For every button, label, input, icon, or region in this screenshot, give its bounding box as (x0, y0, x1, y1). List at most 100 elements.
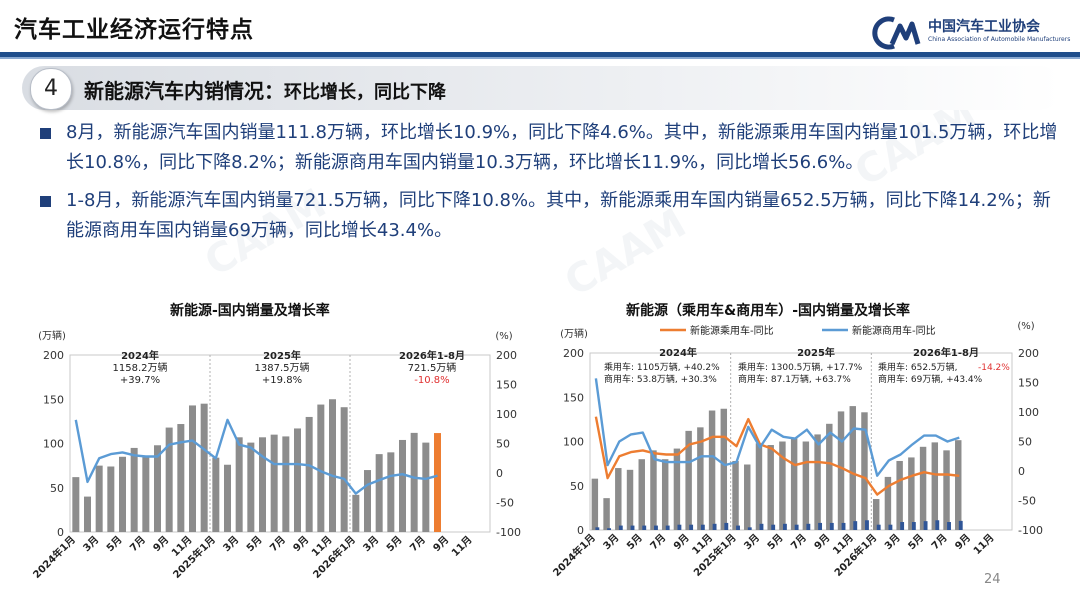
bar (911, 522, 916, 530)
bullet-square-icon (40, 128, 51, 139)
bar (767, 445, 774, 530)
x-tick-label: 9月 (431, 534, 451, 554)
bar (849, 406, 856, 530)
bar (142, 456, 150, 532)
bar (642, 525, 647, 530)
bar (888, 524, 893, 530)
x-tick-label: 9月 (151, 534, 171, 554)
legend-label: 新能源商用车-同比 (852, 324, 936, 337)
annotation-text: -10.8% (414, 375, 449, 386)
bar (872, 499, 880, 530)
x-tick-label: 9月 (812, 532, 832, 552)
annotation-text: 721.5万辆 (408, 361, 457, 374)
y-tick-label: 0 (57, 526, 64, 539)
bar (270, 434, 278, 532)
x-tick-label: 3月 (221, 534, 241, 554)
bar (630, 525, 635, 530)
x-tick-label: 9月 (291, 534, 311, 554)
bar (837, 411, 845, 530)
bar (755, 443, 763, 530)
y-tick-label: 50 (570, 480, 584, 493)
bar (107, 466, 115, 532)
bar (422, 442, 430, 532)
bar (689, 524, 694, 530)
bar (853, 521, 858, 530)
bar (591, 478, 599, 530)
plot-area (589, 352, 1013, 531)
bar (802, 441, 810, 530)
bar (650, 450, 657, 530)
plot-area (69, 354, 491, 533)
bar (744, 464, 751, 530)
series-line (74, 418, 438, 495)
bar (884, 476, 892, 530)
section-subtitle: 环比增长，同比下降 (284, 82, 446, 103)
bar (712, 523, 717, 530)
y-axis-label: (万辆) (560, 327, 588, 340)
bar (189, 405, 196, 532)
x-tick-label: 9月 (671, 532, 691, 552)
bar (177, 424, 185, 532)
bar (841, 522, 846, 530)
bar (876, 524, 881, 530)
annotation-text: 商用车: 87.1万辆, +63.7% (738, 373, 851, 385)
bar (673, 448, 681, 530)
bar (434, 433, 441, 532)
page-number: 24 (984, 572, 1001, 587)
bar (626, 469, 634, 530)
x-tick-label: 7月 (407, 534, 427, 554)
annotation-text: 2024年 (121, 349, 159, 362)
bullet-square-icon (40, 196, 51, 207)
bar (615, 468, 622, 530)
y2-tick-label: 200 (1018, 347, 1039, 360)
bar (790, 437, 798, 530)
bar (955, 440, 962, 530)
bar (724, 522, 729, 530)
logo-name-en: China Association of Automobile Manufact… (928, 36, 1071, 43)
bar (399, 439, 406, 532)
bar (759, 523, 764, 530)
bar (294, 428, 301, 532)
bar (165, 427, 173, 532)
y2-tick-label: 100 (496, 408, 517, 421)
y2-axis-label: (%) (1017, 321, 1034, 332)
y2-tick-label: -50 (496, 497, 514, 510)
y2-tick-label: 0 (496, 467, 503, 480)
header-divider (0, 52, 1080, 57)
chart-1: 0 50 100 150 200 -100 -50 0 50 100 150 200 (万辆) (%) 20… (30, 329, 521, 581)
bar (958, 520, 963, 530)
bar (736, 525, 740, 530)
y2-tick-label: -50 (1018, 495, 1036, 508)
bar (771, 524, 776, 530)
annotation-text: +19.8% (262, 375, 302, 386)
x-tick-label: 2024年1月 (550, 531, 598, 579)
x-tick-label: 5月 (765, 532, 785, 552)
y-tick-label: 150 (43, 393, 64, 406)
bar (677, 524, 682, 530)
bar (387, 452, 395, 532)
bar (720, 408, 728, 530)
bar (931, 442, 939, 530)
annotation-text: 2024年 (659, 346, 697, 359)
annotation-text: 乘用车: 652.5万辆, (878, 361, 958, 373)
annotation-text: 1158.2万辆 (113, 361, 168, 374)
x-tick-label: 5月 (384, 534, 404, 554)
annotation-text: 商用车: 69万辆, +43.4% (878, 373, 983, 385)
annotation-text: 2025年 (797, 346, 835, 359)
bar (908, 457, 915, 530)
bar (364, 470, 371, 532)
bar (818, 522, 823, 530)
x-tick-label: 7月 (929, 532, 949, 552)
bar (861, 412, 868, 530)
bar (607, 528, 612, 530)
bar (661, 459, 669, 530)
bar (919, 446, 927, 530)
bar (212, 457, 220, 532)
chart-1-title: 新能源-国内销量及增长率 (170, 303, 330, 319)
x-tick-label: 5月 (906, 532, 926, 552)
bar (259, 437, 266, 532)
bar (72, 477, 80, 532)
bar (782, 523, 787, 530)
series-line (594, 378, 960, 477)
